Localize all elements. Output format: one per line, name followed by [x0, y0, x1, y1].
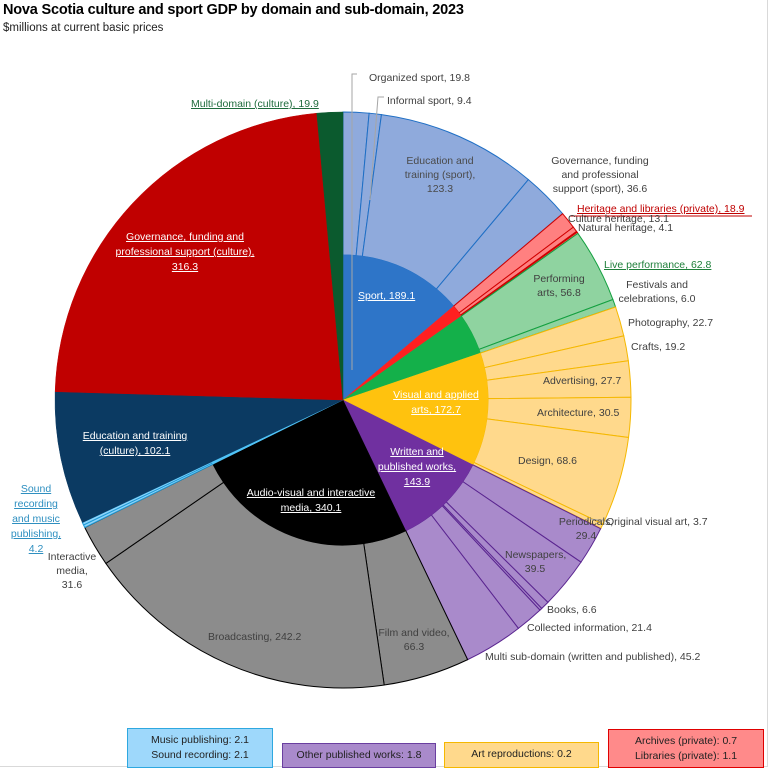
leader-line-original-visual-art — [589, 518, 604, 521]
label-line: 31.6 — [61, 579, 83, 591]
label-line: recording — [14, 498, 58, 510]
label-collected-information: Collected information, 21.4 — [527, 622, 652, 634]
label-advertising: Advertising, 27.7 — [543, 375, 622, 387]
label-newspapers: Newspapers, 39.5 — [505, 548, 567, 576]
label-line: Governance, funding and — [126, 231, 244, 243]
label-design: Design, 68.6 — [518, 455, 577, 467]
label-line: Audio-visual and interactive — [246, 487, 376, 499]
legend-line: Music publishing: 2.1 — [150, 734, 250, 746]
label-line: Education and — [406, 155, 474, 167]
label-line: training (sport), — [404, 169, 476, 181]
leader-line-informal-sport — [369, 96, 384, 201]
label-books: Books, 6.6 — [547, 604, 597, 616]
domain-slice-governance-funding-and-professional-support-culture — [54, 112, 344, 401]
leader-line-organized-sport — [351, 73, 357, 370]
label-film-video: Film and video, 66.3 — [374, 626, 454, 654]
label-line: Performing — [533, 273, 585, 285]
label-audio-visual: Audio-visual and interactive media, 340.… — [236, 486, 386, 516]
domain-slice-audio-visual-and-interactive-media — [212, 399, 407, 546]
label-line: Festivals and — [626, 279, 688, 291]
label-line: media, — [56, 565, 88, 577]
label-line: publishing, — [10, 528, 62, 540]
label-line: professional support (culture), — [115, 246, 255, 258]
label-line: 29.4 — [575, 530, 597, 542]
label-photography: Photography, 22.7 — [628, 317, 714, 329]
label-festivals: Festivals and celebrations, 6.0 — [612, 278, 702, 306]
label-governance-sport: Governance, funding and professional sup… — [544, 154, 656, 196]
legend-line: Art reproductions: 0.2 — [471, 748, 572, 760]
domain-slice-education-and-training-culture — [54, 391, 344, 523]
label-performing-arts: Performing arts, 56.8 — [526, 272, 592, 300]
label-sound-recording: Sound recording and music publishing, 4.… — [6, 482, 66, 557]
label-broadcasting: Broadcasting, 242.2 — [208, 631, 302, 643]
label-line: Governance, funding — [551, 155, 649, 167]
label-line: (culture), 102.1 — [99, 445, 171, 457]
label-heritage-libraries: Heritage and libraries (private), 18.9 — [577, 203, 745, 215]
label-line: Interactive — [47, 551, 97, 563]
label-periodicals: Periodicals, 29.4 — [556, 515, 616, 543]
label-line: Newspapers, — [505, 549, 567, 561]
domain-slice-sport — [342, 254, 454, 401]
label-education-culture: Education and training (culture), 102.1 — [70, 429, 200, 459]
label-line: 316.3 — [171, 261, 199, 273]
legend-line: Sound recording: 2.1 — [151, 749, 249, 761]
label-line: Visual and applied — [393, 389, 479, 401]
legend-box-art-reproductions: Art reproductions: 0.2 — [444, 742, 599, 768]
label-line: published works, — [377, 461, 457, 473]
chart-subtitle: $millions at current basic prices — [3, 22, 164, 34]
label-original-visual-art: Original visual art, 3.7 — [606, 516, 708, 528]
label-line: Written and — [390, 446, 444, 458]
label-line: 143.9 — [403, 476, 431, 488]
label-line: 4.2 — [28, 543, 44, 555]
legend-box-archives-libraries: Archives (private): 0.7 Libraries (priva… — [608, 729, 764, 768]
legend-line: Other published works: 1.8 — [296, 749, 422, 761]
label-line: support (sport), 36.6 — [552, 183, 648, 195]
label-line: arts, 56.8 — [537, 287, 581, 299]
label-line: media, 340.1 — [280, 502, 342, 514]
label-crafts: Crafts, 19.2 — [631, 341, 686, 353]
label-line: Periodicals, — [558, 516, 614, 528]
label-governance-culture: Governance, funding and professional sup… — [108, 230, 262, 275]
label-line: celebrations, 6.0 — [618, 293, 696, 305]
domain-slice-visual-and-applied-arts — [342, 352, 489, 466]
label-multi-domain: Multi-domain (culture), 19.9 — [191, 98, 319, 110]
label-architecture: Architecture, 30.5 — [537, 407, 620, 419]
legend-box-other-published: Other published works: 1.8 — [282, 743, 436, 768]
label-natural-heritage: Natural heritage, 4.1 — [578, 222, 674, 234]
label-line: Film and video, — [378, 627, 450, 639]
label-visual-applied: Visual and applied arts, 172.7 — [388, 388, 484, 418]
label-education-sport: Education and training (sport), 123.3 — [395, 154, 485, 196]
label-line: 66.3 — [403, 641, 425, 653]
label-written-published: Written and published works, 143.9 — [372, 445, 462, 490]
legend-line: Libraries (private): 1.1 — [634, 750, 738, 762]
label-line: and music — [12, 513, 60, 525]
label-live-performance: Live performance, 62.8 — [604, 259, 712, 271]
label-interactive-media: Interactive media, 31.6 — [42, 550, 102, 592]
legend-line: Archives (private): 0.7 — [634, 735, 738, 747]
label-line: and professional — [561, 169, 639, 181]
label-informal-sport: Informal sport, 9.4 — [387, 95, 472, 107]
chart-title: Nova Scotia culture and sport GDP by dom… — [3, 2, 464, 18]
label-organized-sport: Organized sport, 19.8 — [369, 72, 470, 84]
domain-slice-written-and-published-works — [342, 399, 474, 532]
label-line: 39.5 — [524, 563, 546, 575]
domain-slice-multi-domain-culture — [316, 111, 344, 401]
legend-box-sound-music: Music publishing: 2.1 Sound recording: 2… — [127, 728, 273, 768]
label-line: Sound — [20, 483, 52, 495]
label-culture-heritage: Culture heritage, 13.1 — [568, 213, 669, 225]
label-sport: Sport, 189.1 — [358, 290, 416, 302]
label-multi-sub-domain: Multi sub-domain (written and published)… — [485, 651, 701, 663]
label-line: 123.3 — [426, 183, 454, 195]
label-line: Education and training — [82, 430, 188, 442]
label-line: arts, 172.7 — [411, 404, 461, 416]
